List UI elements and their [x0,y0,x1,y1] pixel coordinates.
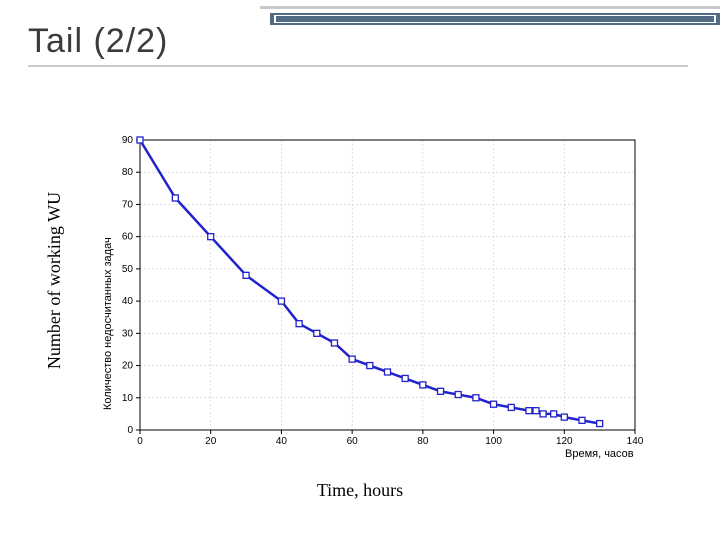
svg-text:70: 70 [122,199,134,210]
svg-text:60: 60 [122,232,134,243]
svg-text:60: 60 [347,436,359,447]
svg-text:20: 20 [205,436,217,447]
x-axis-label-outer: Time, hours [0,480,720,501]
y-axis-label-text: Number of working WU [45,191,66,368]
chart-figure: 0 20 40 60 80 100 120 140 0 10 20 30 40 50 60 70 80 90 Ко… [90,130,650,460]
svg-text:100: 100 [485,436,502,447]
y-axis-label-inner: Количество недосчитанных задач [102,237,114,410]
line-chart: 0 20 40 60 80 100 120 140 0 10 20 30 40 50 60 70 80 90 [90,130,650,460]
svg-text:140: 140 [627,436,644,447]
svg-text:40: 40 [276,436,288,447]
svg-text:80: 80 [417,436,429,447]
title-block: Tail (2/2) [28,22,688,67]
svg-text:90: 90 [122,135,134,146]
title-underline [28,65,688,67]
header-light-line [260,6,720,9]
svg-text:20: 20 [122,361,134,372]
svg-text:50: 50 [122,264,134,275]
x-axis-label-inner: Время, часов [565,448,634,460]
svg-text:80: 80 [122,167,134,178]
x-axis-label-text: Time, hours [317,480,403,500]
svg-text:0: 0 [127,425,133,436]
y-axis-label-outer: Number of working WU [40,150,70,410]
svg-text:120: 120 [556,436,573,447]
svg-text:40: 40 [122,296,134,307]
page-title: Tail (2/2) [28,22,688,61]
svg-text:30: 30 [122,328,134,339]
svg-text:10: 10 [122,393,134,404]
svg-text:0: 0 [137,436,143,447]
